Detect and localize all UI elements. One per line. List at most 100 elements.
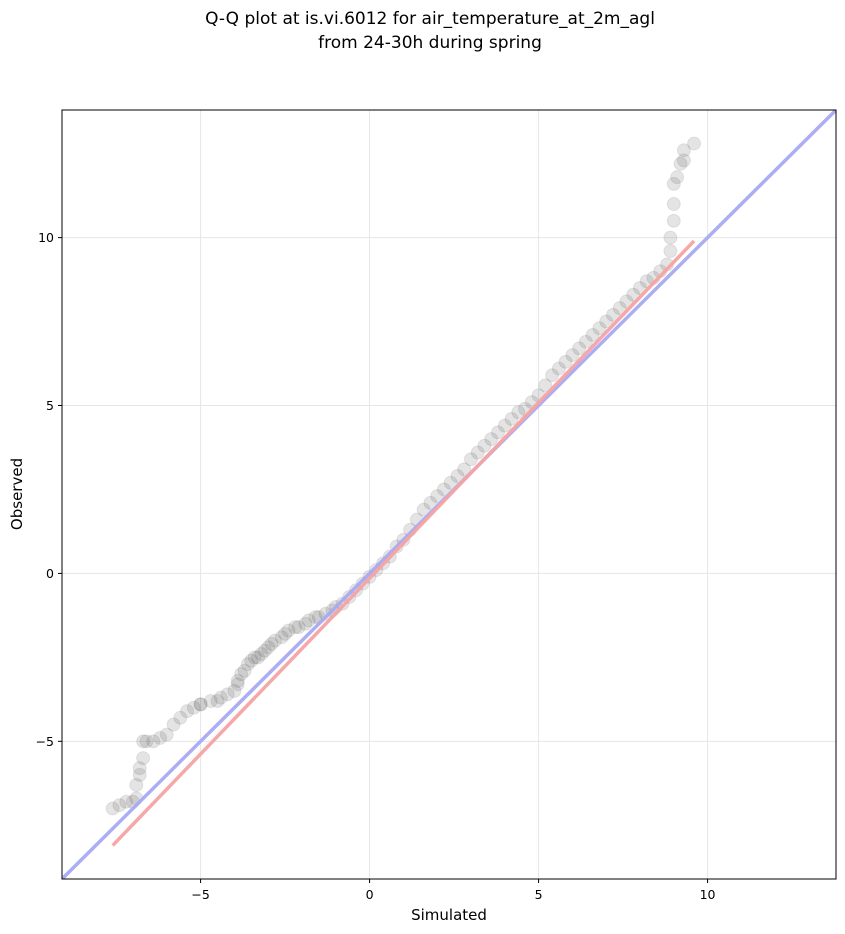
qq-point-11	[146, 734, 161, 749]
qq-point-10	[139, 734, 154, 749]
qq-point-102	[666, 197, 681, 212]
y-tick-label-3: 10	[38, 230, 54, 245]
x-tick-label-2: 5	[535, 887, 543, 902]
axis-ticks: −5 0 5 10 −5 0 5 10	[36, 230, 716, 902]
plot-frame	[61, 109, 837, 880]
qq-point-14	[166, 717, 181, 732]
qq-point-35	[261, 640, 276, 655]
qq-point-26	[230, 673, 245, 688]
qq-point-103	[666, 176, 681, 191]
qq-point-80	[538, 378, 553, 393]
qq-point-18	[193, 697, 208, 712]
x-axis-label: Simulated	[411, 906, 487, 924]
qq-point-32	[251, 650, 266, 665]
qq-point-65	[436, 482, 451, 497]
qq-point-70	[470, 445, 485, 460]
qq-point-50	[335, 596, 350, 611]
qq-point-27	[234, 667, 249, 682]
qq-point-108	[687, 136, 702, 151]
qq-point-45	[308, 610, 323, 625]
qq-point-29	[240, 657, 255, 672]
qq-point-62	[416, 502, 431, 517]
x-tick-label-3: 10	[700, 887, 716, 902]
qq-point-13	[159, 727, 174, 742]
qq-point-39	[278, 626, 293, 641]
chart-title-line-2: from 24-30h during spring	[318, 33, 542, 53]
qq-point-67	[450, 469, 465, 484]
qq-point-7	[132, 761, 147, 776]
qq-point-36	[264, 636, 279, 651]
y-tick-label-0: −5	[36, 734, 54, 749]
qq-point-89	[599, 314, 614, 329]
qq-point-37	[267, 633, 282, 648]
qq-point-91	[612, 301, 627, 316]
qq-point-12	[153, 730, 168, 745]
qq-point-87	[585, 327, 600, 342]
x-tick-label-1: 0	[366, 887, 374, 902]
qq-point-20	[203, 694, 218, 709]
qq-point-22	[213, 690, 228, 705]
qq-point-30	[244, 653, 259, 668]
qq-point-8	[136, 751, 151, 766]
chart-title-line-1: Q-Q plot at is.vi.6012 for air_temperatu…	[205, 9, 655, 29]
qq-point-82	[551, 361, 566, 376]
qq-point-92	[619, 294, 634, 309]
qq-point-23	[220, 687, 235, 702]
qq-point-84	[565, 348, 580, 363]
qq-point-44	[301, 613, 316, 628]
qq-point-66	[443, 475, 458, 490]
qq-point-88	[592, 321, 607, 336]
qq-point-90	[605, 307, 620, 322]
qq-point-69	[463, 452, 478, 467]
qq-point-47	[318, 606, 333, 621]
qq-point-81	[545, 368, 560, 383]
qq-point-25	[230, 677, 245, 692]
qq-point-38	[274, 630, 289, 645]
qq-point-76	[511, 405, 526, 420]
qq-point-83	[558, 354, 573, 369]
y-tick-label-2: 5	[46, 398, 54, 413]
qq-point-40	[281, 623, 296, 638]
qq-point-64	[430, 489, 445, 504]
qq-point-24	[227, 683, 242, 698]
y-tick-label-1: 0	[46, 566, 54, 581]
qq-point-16	[180, 704, 195, 719]
qq-point-0	[105, 801, 120, 816]
qq-point-104	[670, 170, 685, 185]
qq-point-6	[132, 767, 147, 782]
qq-point-105	[673, 156, 688, 171]
qq-point-99	[663, 244, 678, 259]
qq-point-28	[237, 663, 252, 678]
qq-point-63	[423, 495, 438, 510]
qq-point-73	[491, 425, 506, 440]
qq-point-86	[578, 334, 593, 349]
qq-point-101	[666, 213, 681, 228]
qq-point-31	[247, 650, 262, 665]
qq-point-106	[676, 153, 691, 168]
qq-point-100	[663, 230, 678, 245]
qq-point-85	[572, 341, 587, 356]
qq-point-2	[119, 794, 134, 809]
qq-point-34	[257, 643, 272, 658]
plot-marks	[62, 110, 836, 879]
qq-point-107	[676, 143, 691, 158]
qq-point-68	[457, 462, 472, 477]
qq-point-33	[254, 647, 269, 662]
qq-point-19	[193, 697, 208, 712]
qq-point-41	[288, 620, 303, 635]
qq-point-75	[504, 411, 519, 426]
qq-point-74	[497, 418, 512, 433]
qq-point-72	[484, 432, 499, 447]
qq-point-17	[186, 700, 201, 715]
qq-point-5	[129, 777, 144, 792]
qq-point-9	[136, 734, 151, 749]
fit-line	[111, 239, 696, 847]
qq-point-71	[477, 438, 492, 453]
x-tick-label-0: −5	[191, 887, 209, 902]
qq-point-1	[112, 798, 127, 813]
qq-point-21	[210, 694, 225, 709]
qq-point-93	[626, 287, 641, 302]
qq-point-42	[291, 620, 306, 635]
qq-point-15	[173, 710, 188, 725]
